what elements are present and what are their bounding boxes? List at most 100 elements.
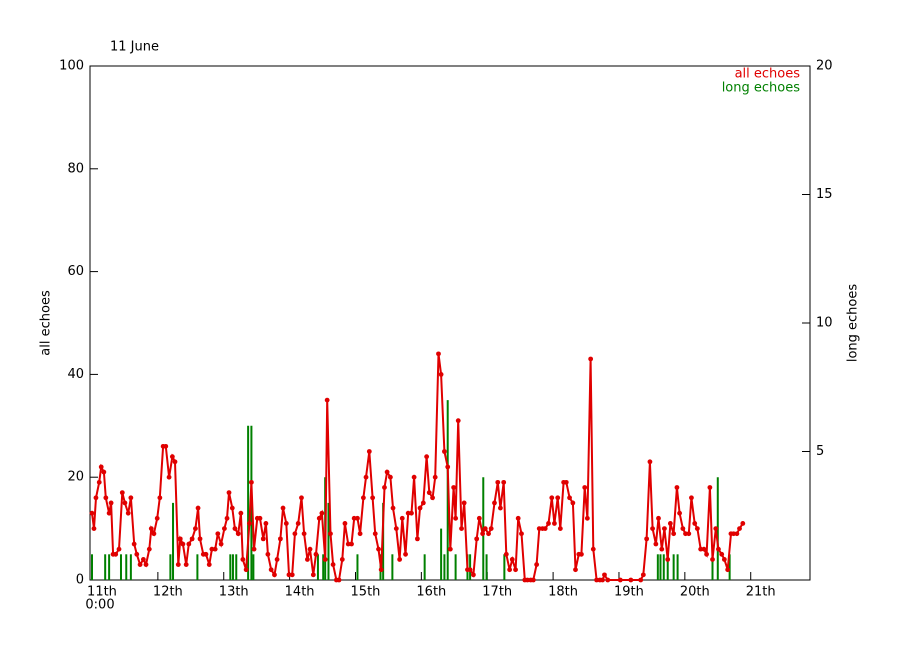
all-echoes-point <box>295 521 301 526</box>
all-echoes-point <box>189 536 195 542</box>
all-echoes-point <box>370 495 376 501</box>
all-echoes-point <box>235 531 241 537</box>
all-echoes-point <box>600 577 605 583</box>
all-echoes-point <box>698 546 704 552</box>
all-echoes-point <box>342 521 348 526</box>
all-echoes-point <box>257 515 263 521</box>
all-echoes-point <box>286 572 292 578</box>
y-tick-label: 60 <box>67 264 84 279</box>
all-echoes-point <box>122 500 128 506</box>
all-echoes-point <box>584 515 590 521</box>
all-echoes-point <box>177 536 183 542</box>
all-echoes-point <box>157 495 163 501</box>
y-tick-label: 40 <box>67 367 84 382</box>
all-echoes-point <box>263 521 269 526</box>
all-echoes-point <box>224 515 230 521</box>
all-echoes-point <box>665 557 671 562</box>
all-echoes-point <box>397 557 403 562</box>
all-echoes-point <box>417 505 423 511</box>
all-echoes-point <box>542 526 548 531</box>
all-echoes-point <box>617 577 623 583</box>
all-echoes-point <box>355 515 360 521</box>
all-echoes-point <box>128 495 134 501</box>
all-echoes-point <box>667 521 673 526</box>
all-echoes-point <box>89 510 95 516</box>
chart-title: 11 June <box>110 40 159 55</box>
all-echoes-point <box>716 546 721 552</box>
all-echoes-point <box>530 577 536 583</box>
all-echoes-point <box>671 531 677 537</box>
all-echoes-point <box>163 443 169 449</box>
all-echoes-point <box>140 557 146 562</box>
all-echoes-point <box>638 577 644 583</box>
all-echoes-point <box>445 464 451 470</box>
all-echoes-point <box>193 526 198 531</box>
all-echoes-point <box>307 546 313 552</box>
all-echoes-point <box>486 531 491 537</box>
all-echoes-point <box>91 526 97 531</box>
all-echoes-point <box>659 546 665 552</box>
all-echoes-point <box>137 562 143 567</box>
all-echoes-point <box>172 459 178 465</box>
y-tick-label: 100 <box>59 59 84 74</box>
all-echoes-point <box>594 577 599 583</box>
all-echoes-point <box>106 510 112 516</box>
all-echoes-point <box>680 526 686 531</box>
all-echoes-point <box>203 551 209 557</box>
all-echoes-point <box>301 531 307 537</box>
all-echoes-point <box>501 479 507 485</box>
all-echoes-point <box>206 562 212 567</box>
all-echoes-point <box>546 521 551 526</box>
all-echoes-point <box>101 469 107 475</box>
y2-tick-label: 5 <box>816 444 824 459</box>
x-tick-label: 17th <box>482 585 512 600</box>
all-echoes-point <box>390 505 396 511</box>
all-echoes-point <box>372 531 378 537</box>
all-echoes-point <box>628 577 634 583</box>
all-echoes-point <box>436 351 441 357</box>
all-echoes-point <box>677 510 682 516</box>
all-echoes-point <box>509 557 515 562</box>
all-echoes-point <box>653 541 659 547</box>
x-tick-label: 15th <box>351 585 381 600</box>
all-echoes-point <box>455 418 461 424</box>
all-echoes-point <box>555 495 561 501</box>
x-tick-label: 20th <box>680 585 710 600</box>
all-echoes-point <box>567 495 572 501</box>
all-echoes-point <box>409 510 414 516</box>
all-echoes-point <box>222 526 227 531</box>
all-echoes-point <box>108 500 114 506</box>
x-tick-label: 11th <box>87 585 117 600</box>
all-echoes-point <box>330 562 336 567</box>
all-echoes-point <box>590 546 596 552</box>
all-echoes-point <box>650 526 655 531</box>
all-echoes-point <box>467 567 473 573</box>
all-echoes-point <box>579 551 584 557</box>
x-start-label: 0:00 <box>85 598 114 613</box>
y-tick-label: 80 <box>67 161 84 176</box>
all-echoes-point <box>415 536 420 542</box>
all-echoes-point <box>474 536 480 542</box>
all-echoes-point <box>740 521 746 526</box>
y2-tick-label: 20 <box>816 59 833 74</box>
all-echoes-point <box>721 557 727 562</box>
all-echoes-point <box>432 474 438 480</box>
all-echoes-point <box>713 526 719 531</box>
y-axis-title: all echoes <box>39 290 54 356</box>
all-echoes-point <box>438 372 444 377</box>
all-echoes-point <box>498 505 503 511</box>
all-echoes-point <box>265 551 271 557</box>
y-tick-label: 0 <box>76 573 84 588</box>
all-echoes-point <box>351 515 357 521</box>
all-echoes-point <box>588 356 594 362</box>
all-echoes-point <box>507 567 513 573</box>
all-echoes-point <box>249 479 254 485</box>
all-echoes-point <box>345 541 351 547</box>
y-tick-label: 20 <box>67 470 84 485</box>
all-echoes-point <box>403 551 408 557</box>
all-echoes-point <box>280 505 286 511</box>
all-echoes-point <box>570 500 576 506</box>
x-tick-label: 18th <box>548 585 578 600</box>
all-echoes-point <box>260 536 266 542</box>
all-echoes-point <box>674 485 680 490</box>
